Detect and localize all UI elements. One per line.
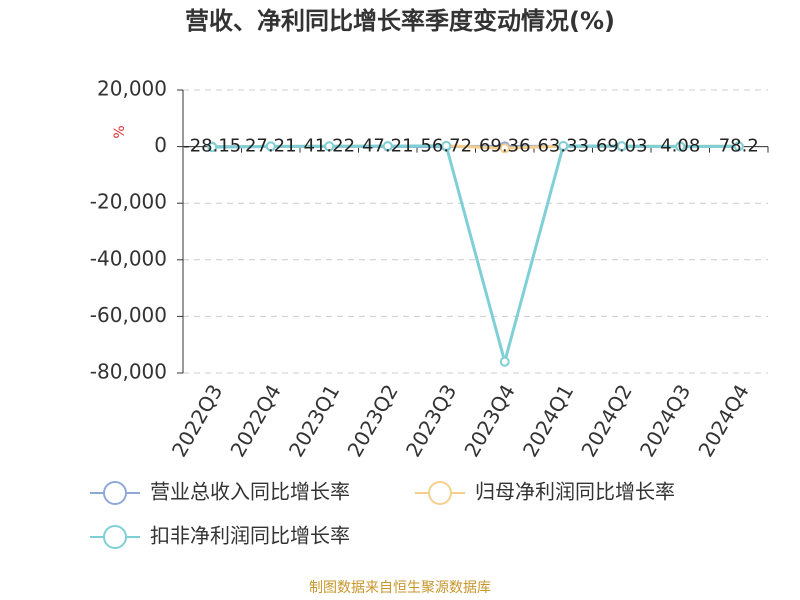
data-point: [733, 141, 744, 152]
data-point: [441, 140, 452, 151]
x-tick-label: 2024Q2: [576, 380, 636, 461]
legend-label: 归母净利润同比增长率: [475, 480, 675, 504]
data-point: [265, 141, 276, 152]
y-tick-label: -40,000: [90, 246, 167, 270]
data-point: [675, 141, 686, 152]
y-tick-label: 0: [154, 133, 167, 157]
x-tick-label: 2023Q4: [459, 380, 519, 461]
data-label: 41.22: [303, 136, 355, 157]
series-line: [212, 144, 739, 368]
x-tick-label: 2024Q1: [518, 380, 578, 461]
source-note: 制图数据来自恒生聚源数据库: [309, 580, 491, 596]
legend-label: 营业总收入同比增长率: [150, 480, 350, 504]
y-tick-label: -20,000: [90, 190, 167, 214]
x-tick-label: 2022Q4: [225, 380, 285, 461]
data-point: [616, 141, 627, 152]
data-label: 56.72: [420, 136, 472, 157]
y-axis-label: %: [112, 125, 128, 138]
data-point: [558, 140, 569, 151]
data-point: [499, 143, 510, 154]
data-point: [207, 142, 218, 153]
x-tick-label: 2024Q4: [693, 380, 753, 461]
legend-label: 扣非净利润同比增长率: [150, 524, 350, 548]
data-label: 69.03: [596, 136, 648, 157]
x-tick-label: 2023Q2: [342, 380, 402, 461]
data-label: 69.36: [479, 136, 531, 157]
legend-marker: [428, 481, 452, 505]
x-tick-label: 2023Q1: [284, 380, 344, 461]
x-tick-label: 2022Q3: [167, 380, 227, 461]
data-label: -28.15: [183, 136, 241, 157]
data-label: 78.2: [719, 136, 759, 157]
x-tick-label: 2024Q3: [635, 380, 695, 461]
y-tick-label: 20,000: [97, 77, 167, 101]
data-label: 27.21: [245, 136, 297, 157]
chart-title: 营收、净利同比增长率季度变动情况(%): [185, 7, 615, 35]
data-point: [324, 141, 335, 152]
data-point: [382, 141, 393, 152]
data-point: [499, 356, 510, 367]
x-tick-label: 2023Q3: [401, 380, 461, 461]
y-tick-label: -80,000: [90, 360, 167, 384]
data-label: 47.21: [362, 136, 414, 157]
y-tick-label: -60,000: [90, 303, 167, 327]
legend-marker: [103, 481, 127, 505]
legend-marker: [103, 525, 127, 549]
data-label: 63.33: [537, 136, 589, 157]
data-label: 4.08: [660, 136, 700, 157]
